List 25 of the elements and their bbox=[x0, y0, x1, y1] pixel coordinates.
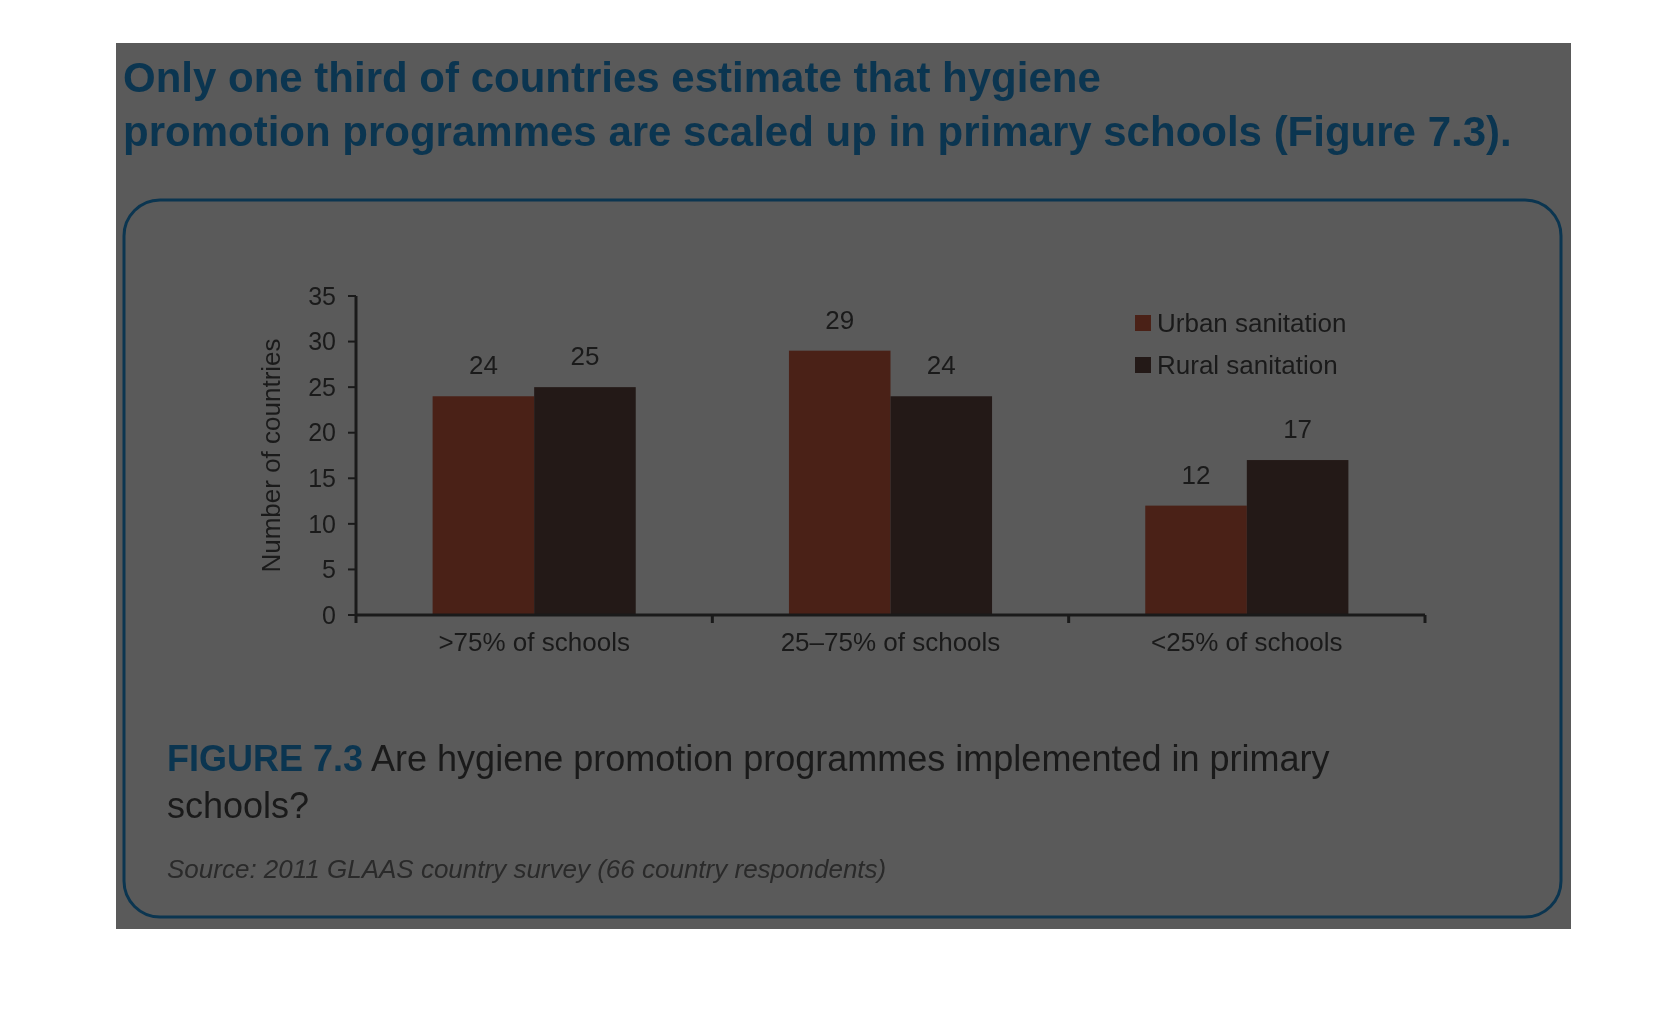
y-tick-label: 30 bbox=[308, 327, 336, 356]
data-label: 29 bbox=[825, 304, 855, 335]
data-label: 24 bbox=[468, 350, 498, 381]
data-label: 17 bbox=[1283, 414, 1313, 445]
y-tick-label: 20 bbox=[308, 418, 336, 447]
legend-label: Urban sanitation bbox=[1157, 308, 1347, 339]
chart-title: Only one third of countries estimate that hygiene promotion programmes are scaled up in primary schools (Figure 7.3). bbox=[123, 54, 1512, 155]
bar bbox=[788, 350, 891, 615]
data-label: 25 bbox=[570, 341, 600, 372]
x-tick-label: <25% of schools bbox=[1151, 627, 1343, 657]
y-tick-label: 35 bbox=[308, 281, 336, 310]
legend-label: Rural sanitation bbox=[1157, 350, 1338, 381]
bar bbox=[1145, 505, 1247, 615]
y-tick-label: 5 bbox=[322, 555, 336, 584]
y-tick-label: 15 bbox=[308, 464, 336, 493]
data-label: 24 bbox=[926, 350, 956, 381]
data-label: 12 bbox=[1181, 459, 1211, 490]
bar bbox=[432, 396, 535, 615]
y-tick-label: 25 bbox=[308, 372, 336, 401]
y-axis-title: Number of countries bbox=[256, 338, 286, 573]
caption: FIGURE 7.3 bbox=[167, 738, 364, 779]
y-tick-label: 10 bbox=[308, 509, 336, 538]
x-tick-label: >75% of schools bbox=[438, 627, 630, 657]
x-tick-label: 25–75% of schools bbox=[780, 627, 1001, 657]
y-tick-label: 0 bbox=[322, 600, 336, 629]
